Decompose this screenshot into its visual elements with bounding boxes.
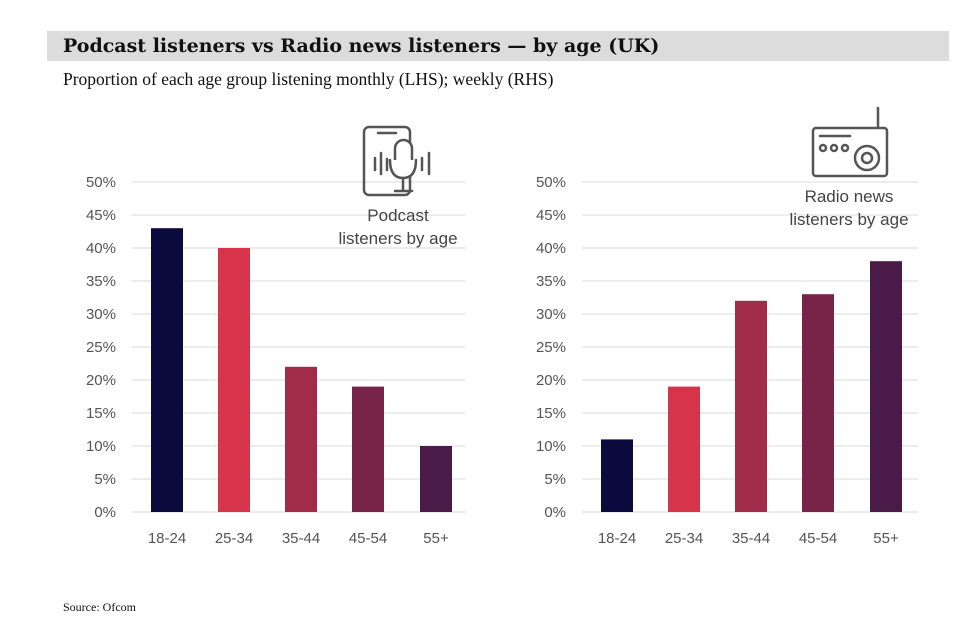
x-tick-label: 18-24 — [598, 530, 636, 547]
y-tick-label: 20% — [86, 372, 116, 389]
y-tick-label: 10% — [86, 438, 116, 455]
chart-subtitle: Proportion of each age group listening m… — [63, 69, 554, 89]
podcast-icon-label-line1: Podcast — [367, 206, 429, 225]
y-tick-label: 20% — [536, 372, 566, 389]
y-tick-label: 0% — [94, 504, 116, 521]
x-tick-label: 35-44 — [282, 530, 320, 547]
podcast-chart: 0% 5% 10% 15% 20% 25% 30% 35% 40% 45% 50% 18-24 25-3… — [86, 174, 465, 547]
y-tick-label: 0% — [544, 504, 566, 521]
y-tick-label: 30% — [536, 306, 566, 323]
y-tick-label: 15% — [86, 405, 116, 422]
title-bar: Podcast listeners vs Radio news listener… — [47, 31, 949, 61]
y-tick-label: 35% — [86, 273, 116, 290]
bar — [668, 386, 700, 512]
bar — [802, 294, 834, 512]
bar — [151, 228, 183, 512]
bar — [420, 446, 452, 512]
y-tick-label: 40% — [536, 240, 566, 257]
chart-title: Podcast listeners vs Radio news listener… — [63, 35, 660, 57]
x-tick-label: 35-44 — [732, 530, 770, 547]
radio-icon-label-line2: listeners by age — [789, 210, 908, 229]
bar — [870, 261, 902, 512]
radio-chart: 0% 5% 10% 15% 20% 25% 30% 35% 40% 45% 50% 18-24 25-3… — [536, 174, 918, 547]
x-tick-label: 25-34 — [665, 530, 703, 547]
y-tick-label: 25% — [536, 339, 566, 356]
podcast-icon-label-line2: listeners by age — [338, 229, 457, 248]
source-note: Source: Ofcom — [63, 600, 136, 614]
y-tick-label: 45% — [536, 207, 566, 224]
x-tick-label: 55+ — [423, 530, 449, 547]
radio-icon — [811, 106, 889, 178]
y-tick-label: 50% — [86, 174, 116, 191]
y-tick-label: 40% — [86, 240, 116, 257]
bar — [352, 386, 384, 512]
bar — [218, 248, 250, 512]
bar — [601, 439, 633, 512]
x-tick-label: 45-54 — [349, 530, 387, 547]
y-tick-label: 5% — [94, 471, 116, 488]
y-tick-label: 25% — [86, 339, 116, 356]
podcast-icon — [362, 125, 431, 197]
x-tick-label: 45-54 — [799, 530, 837, 547]
bar — [285, 366, 317, 512]
y-tick-label: 10% — [536, 438, 566, 455]
bar — [735, 300, 767, 512]
x-tick-label: 55+ — [873, 530, 899, 547]
x-tick-label: 18-24 — [148, 530, 186, 547]
y-tick-label: 50% — [536, 174, 566, 191]
y-tick-label: 5% — [544, 471, 566, 488]
y-tick-label: 15% — [536, 405, 566, 422]
y-tick-label: 35% — [536, 273, 566, 290]
radio-icon-label-line1: Radio news — [805, 187, 894, 206]
y-tick-label: 45% — [86, 207, 116, 224]
y-tick-label: 30% — [86, 306, 116, 323]
x-tick-label: 25-34 — [215, 530, 253, 547]
